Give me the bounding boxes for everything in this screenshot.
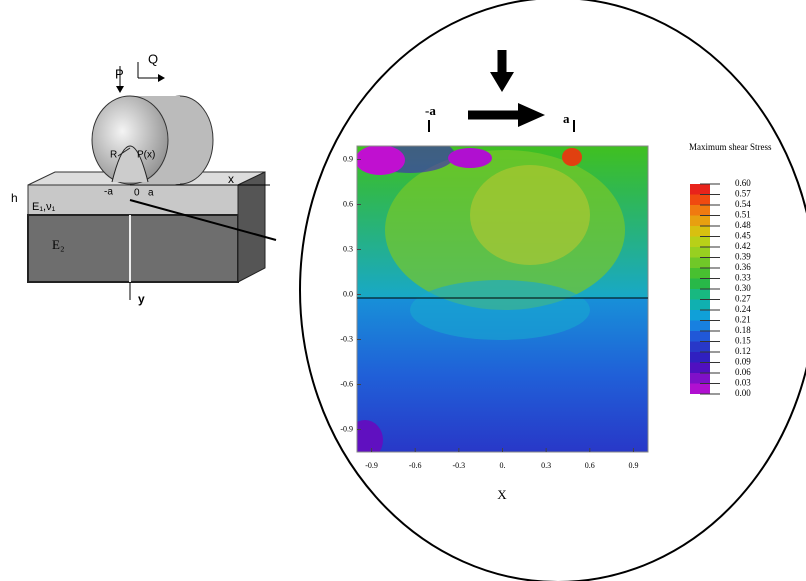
y-tick-label: 0.3 xyxy=(343,244,353,253)
x-tick-label: 0. xyxy=(500,461,506,470)
contour-field xyxy=(357,146,648,452)
colorbar-label: 0.33 xyxy=(735,273,751,283)
y-tick-label: -0.6 xyxy=(340,379,353,388)
colorbar-swatch xyxy=(690,278,710,289)
y-tick-label: 0.0 xyxy=(343,289,353,298)
label: P xyxy=(115,66,124,81)
axes: -0.9 -0.6 -0.3 0. 0.3 0.6 0.9 0.9 0.6 0.3 0.0 -0.3 -… xyxy=(340,154,751,470)
colorbar-label: 0.27 xyxy=(735,294,751,304)
marker-label: -a xyxy=(425,103,436,118)
x-axis-label: X xyxy=(497,487,507,502)
colorbar-label: 0.51 xyxy=(735,210,751,220)
x-tick-label: 0.3 xyxy=(541,461,551,470)
colorbar-swatch xyxy=(690,257,710,268)
colorbar-swatch xyxy=(690,268,710,279)
colorbar-swatch xyxy=(690,226,710,237)
colorbar-label: 0.03 xyxy=(735,378,751,388)
colorbar-label: 0.36 xyxy=(735,262,751,272)
label: 0 xyxy=(134,188,140,199)
marker-label: a xyxy=(563,111,570,126)
x-tick-label: -0.9 xyxy=(365,461,378,470)
label: y xyxy=(138,292,145,306)
colorbar-swatch xyxy=(690,236,710,247)
colorbar-swatch xyxy=(690,215,710,226)
colorbar-swatch xyxy=(690,289,710,300)
y-tick-label: 0.9 xyxy=(343,154,353,163)
colorbar-label: 0.18 xyxy=(735,325,751,335)
y-tick-label: -0.3 xyxy=(340,334,353,343)
colorbar-swatch xyxy=(690,373,710,384)
colorbar-swatch xyxy=(690,320,710,331)
colorbar-label: 0.39 xyxy=(735,252,751,262)
colorbar-label: 0.21 xyxy=(735,315,751,325)
label: -a xyxy=(104,187,113,198)
label: x xyxy=(228,172,234,186)
colorbar-label: 0.24 xyxy=(735,304,751,314)
x-tick-label: -0.3 xyxy=(453,461,466,470)
colorbar-label: 0.54 xyxy=(735,199,751,209)
zoom-circle xyxy=(299,0,806,581)
label: E₂ xyxy=(52,237,64,252)
colorbar-label: 0.12 xyxy=(735,346,751,356)
colorbar-label: 0.15 xyxy=(735,336,751,346)
label: P(x) xyxy=(137,150,155,161)
colorbar-swatch xyxy=(690,194,710,205)
colorbar-swatch xyxy=(690,247,710,258)
colorbar-swatch xyxy=(690,383,710,394)
x-tick-label: -0.6 xyxy=(409,461,422,470)
colorbar-swatch xyxy=(690,299,710,310)
x-tick-label: 0.9 xyxy=(628,461,638,470)
colorbar-label: 0.48 xyxy=(735,220,751,230)
label: E₁,ν₁ xyxy=(32,201,56,213)
label: h xyxy=(11,191,18,205)
colorbar-label: 0.45 xyxy=(735,231,751,241)
colorbar-label: 0.57 xyxy=(735,189,751,199)
colorbar-label: 0.00 xyxy=(735,388,751,398)
schematic: P Q R P(x) x y -a 0 a h E₁,ν₁ E₂ xyxy=(11,51,277,306)
colorbar-swatch xyxy=(690,205,710,216)
colorbar-swatch xyxy=(690,352,710,363)
colorbar-label: 0.42 xyxy=(735,241,751,251)
colorbar-swatch xyxy=(690,184,710,195)
colorbar-label: 0.30 xyxy=(735,283,751,293)
x-tick-label: 0.6 xyxy=(585,461,595,470)
colorbar-label: 0.09 xyxy=(735,357,751,367)
colorbar-title: Maximum shear Stress xyxy=(689,142,772,152)
label: R xyxy=(110,150,117,161)
y-tick-label: -0.9 xyxy=(340,424,353,433)
colorbar-swatch xyxy=(690,341,710,352)
label: Q xyxy=(148,51,158,66)
y-tick-label: 0.6 xyxy=(343,199,353,208)
colorbar-swatch xyxy=(690,310,710,321)
colorbar-swatch xyxy=(690,331,710,342)
label: a xyxy=(148,188,154,199)
colorbar-swatch xyxy=(690,362,710,373)
colorbar-label: 0.06 xyxy=(735,367,751,377)
colorbar-label: 0.60 xyxy=(735,178,751,188)
